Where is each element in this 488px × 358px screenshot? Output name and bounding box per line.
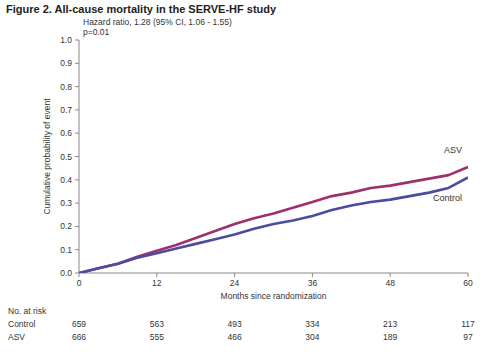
risk-row-name: ASV xyxy=(8,332,25,342)
series-label: ASV xyxy=(444,145,462,155)
y-tick xyxy=(75,133,79,134)
y-tick xyxy=(75,273,79,274)
x-tick xyxy=(156,273,157,277)
x-axis-label: Months since randomization xyxy=(221,291,327,301)
y-tick xyxy=(75,203,79,204)
x-tick-label: 24 xyxy=(230,278,240,288)
y-tick xyxy=(75,86,79,87)
x-tick-label: 0 xyxy=(77,278,82,288)
y-tick-label: 0.2 xyxy=(60,221,72,231)
risk-row-name: Control xyxy=(8,319,36,329)
risk-table-title: No. at risk xyxy=(8,306,47,316)
risk-value: 117 xyxy=(461,319,475,329)
y-tick-label: 0.4 xyxy=(60,175,72,185)
risk-value: 97 xyxy=(463,332,473,342)
y-tick xyxy=(75,179,79,180)
x-tick xyxy=(312,273,313,277)
y-tick-label: 0.3 xyxy=(60,198,72,208)
risk-value: 189 xyxy=(383,332,397,342)
y-tick xyxy=(75,63,79,64)
series-line xyxy=(79,177,468,273)
x-tick-label: 60 xyxy=(463,278,473,288)
x-tick-label: 48 xyxy=(385,278,395,288)
risk-value: 659 xyxy=(72,319,86,329)
y-tick xyxy=(75,109,79,110)
title: Figure 2. All-cause mortality in the SER… xyxy=(6,3,277,15)
x-tick xyxy=(468,273,469,277)
y-tick xyxy=(75,226,79,227)
annotation: p=0.01 xyxy=(83,27,110,37)
y-tick xyxy=(75,156,79,157)
x-tick xyxy=(79,273,80,277)
background xyxy=(0,0,488,358)
series-line xyxy=(79,167,468,273)
y-tick-label: 0.7 xyxy=(60,105,72,115)
y-tick-label: 0.8 xyxy=(60,82,72,92)
chart: Figure 2. All-cause mortality in the SER… xyxy=(0,0,488,358)
risk-value: 666 xyxy=(72,332,86,342)
y-tick-label: 0.1 xyxy=(60,245,72,255)
plot-area xyxy=(79,167,468,273)
y-tick xyxy=(75,40,79,41)
risk-value: 213 xyxy=(383,319,397,329)
risk-value: 555 xyxy=(150,332,164,342)
series-label: Control xyxy=(433,193,462,203)
risk-value: 304 xyxy=(305,332,319,342)
x-tick-label: 12 xyxy=(152,278,162,288)
y-axis-label: Cumulative probability of event xyxy=(42,98,52,215)
x-axis xyxy=(79,273,468,274)
y-tick-label: 1.0 xyxy=(60,35,72,45)
y-tick-label: 0.6 xyxy=(60,128,72,138)
risk-value: 466 xyxy=(228,332,242,342)
risk-value: 563 xyxy=(150,319,164,329)
y-tick-label: 0.5 xyxy=(60,152,72,162)
y-tick-label: 0.9 xyxy=(60,58,72,68)
risk-value: 493 xyxy=(228,319,242,329)
y-tick xyxy=(75,249,79,250)
y-tick-label: 0.0 xyxy=(60,268,72,278)
x-tick xyxy=(390,273,391,277)
annotation: Hazard ratio, 1.28 (95% CI, 1.06 - 1.55) xyxy=(83,17,232,27)
x-tick xyxy=(234,273,235,277)
x-tick-label: 36 xyxy=(308,278,318,288)
risk-value: 334 xyxy=(305,319,319,329)
